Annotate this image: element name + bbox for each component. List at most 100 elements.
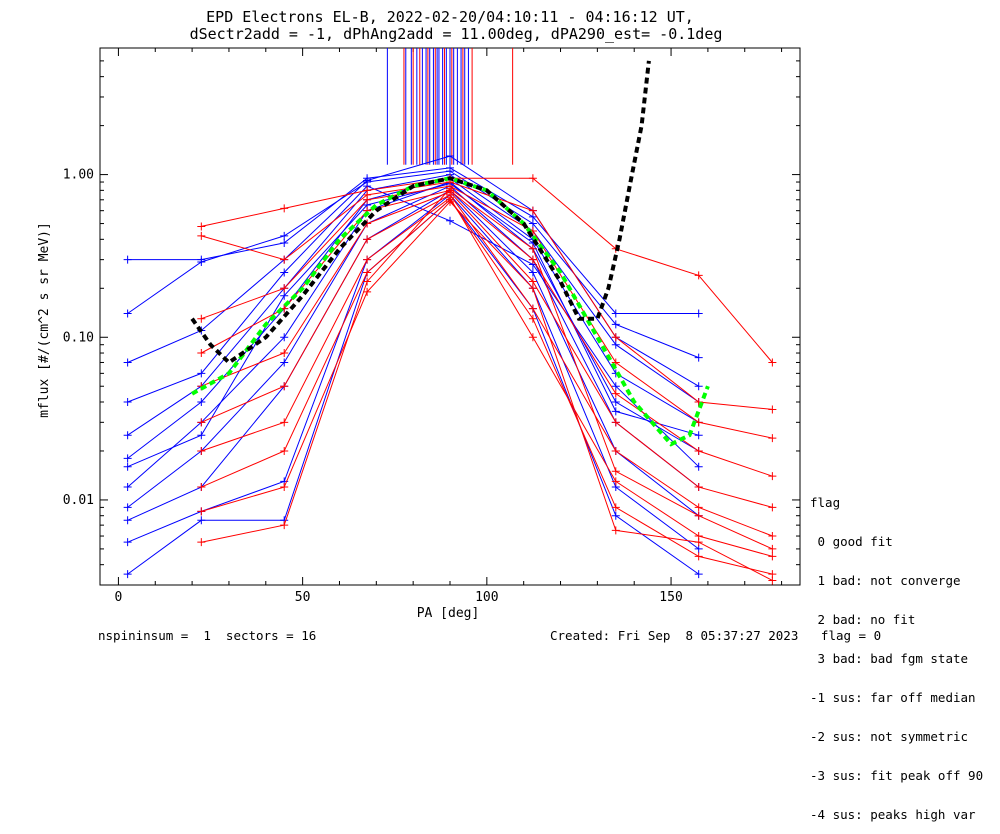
peak-markers	[386, 48, 514, 165]
data-point	[694, 271, 703, 280]
data-point	[123, 431, 132, 440]
data-point	[694, 503, 703, 512]
fit-curves	[190, 60, 710, 447]
data-point	[197, 231, 206, 240]
series-line	[127, 167, 699, 314]
data-point	[197, 446, 206, 455]
data-point	[611, 407, 620, 416]
data-point	[611, 446, 620, 455]
data-point	[694, 309, 703, 318]
data-point	[768, 544, 777, 553]
legend-item: 2 bad: no fit	[810, 612, 916, 627]
legend-item: 3 bad: bad fgm state	[810, 651, 969, 666]
data-point	[446, 197, 454, 206]
data-point	[611, 382, 620, 391]
legend-title: flag	[810, 495, 841, 510]
data-point	[528, 219, 537, 228]
footer-right: Created: Fri Sep 8 05:37:27 2023 flag = …	[550, 628, 882, 643]
data-point	[197, 349, 206, 358]
series-line	[201, 187, 773, 550]
legend-item: -3 sus: fit peak off 90	[810, 768, 984, 783]
data-point	[280, 291, 289, 300]
series-line	[127, 194, 699, 550]
data-point	[528, 244, 537, 253]
series-line	[127, 183, 699, 468]
data-point	[123, 309, 132, 318]
data-point	[768, 552, 777, 561]
data-point	[197, 483, 206, 492]
data-point	[123, 358, 132, 367]
data-point	[123, 255, 132, 264]
data-point	[768, 472, 777, 481]
data-point	[280, 358, 289, 367]
data-point	[768, 358, 777, 367]
fit-curve	[190, 60, 651, 366]
series-line	[127, 189, 700, 521]
data-point	[280, 446, 289, 455]
data-point	[611, 511, 620, 520]
series-line	[201, 201, 773, 581]
data-point	[280, 255, 289, 264]
data-point	[197, 418, 206, 427]
data-point	[197, 258, 206, 267]
data-point	[528, 206, 537, 215]
data-point	[528, 174, 537, 183]
data-point	[197, 314, 206, 323]
data-point	[123, 462, 132, 471]
data-point	[280, 231, 289, 240]
data-point	[446, 152, 454, 161]
pitch-angle-plot: EPD Electrons EL-B, 2022-02-20/04:10:11 …	[37, 8, 801, 621]
data-point	[197, 507, 206, 516]
data-point	[768, 532, 777, 541]
data-point	[446, 184, 454, 193]
data-point	[197, 222, 206, 231]
data-point	[197, 516, 206, 525]
x-tick-label: 150	[659, 590, 682, 605]
data-point	[197, 538, 206, 547]
data-point	[768, 503, 777, 512]
data-point	[197, 397, 206, 406]
chart-title-line-1: EPD Electrons EL-B, 2022-02-20/04:10:11 …	[206, 8, 694, 26]
data-point	[694, 397, 703, 406]
data-point	[611, 333, 620, 342]
data-point	[694, 353, 703, 362]
data-point	[528, 255, 537, 264]
data-point	[694, 552, 703, 561]
chart-title: EPD Electrons EL-B, 2022-02-20/04:10:11 …	[190, 8, 723, 43]
data-point	[363, 176, 372, 185]
series-line	[201, 199, 773, 575]
legend-item: 1 bad: not converge	[810, 573, 961, 588]
data-point	[123, 516, 132, 525]
data-point	[611, 309, 620, 318]
data-point	[528, 284, 537, 293]
data-point	[611, 320, 620, 329]
data-point	[280, 382, 289, 391]
x-axis-label: PA [deg]	[417, 606, 480, 621]
data-point	[611, 477, 620, 486]
legend-item: -2 sus: not symmetric	[810, 729, 969, 744]
data-point	[694, 483, 703, 492]
data-point	[528, 268, 537, 277]
data-point	[768, 576, 777, 585]
data-point	[123, 397, 132, 406]
data-point	[611, 358, 620, 367]
data-point	[768, 434, 777, 443]
data-point	[123, 570, 132, 579]
data-point	[123, 483, 132, 492]
data-point	[197, 369, 206, 378]
data-point	[694, 511, 703, 520]
data-point	[363, 255, 372, 264]
data-point	[694, 431, 703, 440]
y-axis-label: mflux [#/(cm^2 s sr MeV)]	[37, 222, 52, 418]
x-tick-label: 100	[475, 590, 498, 605]
data-point	[694, 538, 703, 547]
data-point	[611, 397, 620, 406]
data-point	[280, 238, 289, 247]
series-line	[201, 189, 773, 477]
data-point	[446, 216, 454, 225]
data-point	[363, 268, 372, 277]
data-point	[528, 277, 537, 286]
data-point	[528, 333, 537, 342]
series-line	[201, 185, 773, 439]
series-line	[201, 197, 773, 557]
